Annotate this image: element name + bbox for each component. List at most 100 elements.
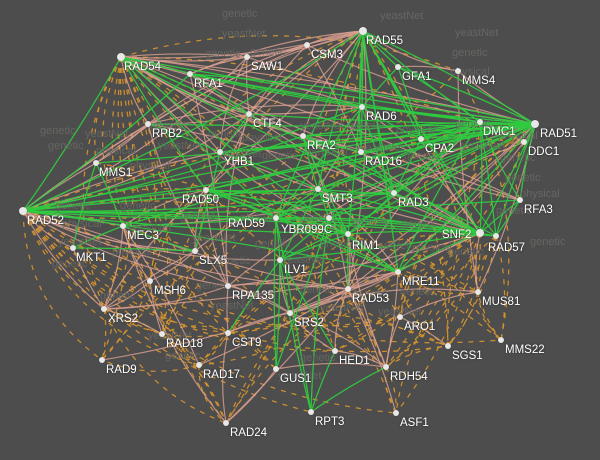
edge-coexpression bbox=[227, 259, 281, 334]
edge-coexpression bbox=[205, 189, 395, 195]
graph-node-csm3[interactable] bbox=[303, 41, 311, 49]
graph-node-xrs2[interactable] bbox=[100, 305, 108, 313]
graph-node-rad3[interactable] bbox=[390, 189, 398, 197]
edge-physical bbox=[103, 225, 124, 310]
edge-coexpression bbox=[310, 350, 336, 413]
graph-node-rad50[interactable] bbox=[202, 186, 210, 194]
graph-node-msh6[interactable] bbox=[146, 277, 154, 285]
edge-genetic bbox=[447, 235, 497, 347]
graph-node-mms22[interactable] bbox=[497, 336, 505, 344]
graph-node-rad51[interactable] bbox=[530, 119, 540, 129]
edge-coexpression bbox=[275, 188, 319, 219]
graph-node-rad55[interactable] bbox=[358, 26, 368, 36]
graph-node-gus1[interactable] bbox=[272, 365, 280, 373]
graph-node-rad52[interactable] bbox=[18, 206, 28, 216]
edge-coexpression bbox=[519, 123, 536, 201]
edge-physical bbox=[347, 288, 397, 414]
edge-physical bbox=[95, 123, 149, 164]
edge-physical bbox=[227, 285, 291, 314]
edge-coexpression bbox=[362, 30, 481, 123]
edge-coexpression bbox=[72, 225, 124, 249]
graph-node-rpa135[interactable] bbox=[224, 282, 232, 290]
graph-node-dmc1[interactable] bbox=[476, 118, 484, 126]
edge-coexpression bbox=[122, 217, 277, 227]
edge-genetic bbox=[399, 232, 481, 318]
graph-node-ybr099c[interactable] bbox=[325, 214, 333, 222]
edge-coexpression bbox=[420, 121, 481, 140]
edge-coexpression bbox=[347, 230, 481, 235]
edge-coexpression bbox=[360, 151, 395, 194]
graph-node-hed1[interactable] bbox=[331, 347, 339, 355]
graph-node-rad54[interactable] bbox=[116, 52, 126, 62]
edge-coexpression bbox=[397, 66, 422, 140]
edge-coexpression bbox=[205, 189, 277, 219]
graph-node-rad9[interactable] bbox=[98, 356, 106, 364]
edge-coexpression bbox=[310, 366, 387, 413]
edge-genetic bbox=[385, 121, 481, 368]
graph-node-yhb1[interactable] bbox=[216, 148, 224, 156]
edge-genetic bbox=[101, 308, 107, 361]
graph-node-snf2[interactable] bbox=[475, 228, 485, 238]
edge-coexpression bbox=[147, 123, 221, 153]
graph-node-rfa1[interactable] bbox=[186, 70, 194, 78]
edge-coexpression bbox=[361, 66, 399, 108]
graph-node-mms1[interactable] bbox=[92, 159, 100, 167]
graph-node-ctf4[interactable] bbox=[245, 110, 253, 118]
edge-physical bbox=[22, 210, 229, 287]
graph-node-mms4[interactable] bbox=[454, 67, 462, 75]
graph-node-rad6[interactable] bbox=[358, 103, 366, 111]
graph-node-ddc1[interactable] bbox=[520, 138, 528, 146]
edge-coexpression bbox=[397, 66, 536, 125]
graph-node-srs2[interactable] bbox=[286, 309, 294, 317]
edge-coexpression bbox=[275, 217, 330, 370]
graph-node-gfa1[interactable] bbox=[394, 63, 402, 71]
graph-node-rad53[interactable] bbox=[344, 285, 352, 293]
edge-physical bbox=[246, 44, 308, 58]
edge-coexpression bbox=[302, 135, 319, 190]
edge-physical bbox=[22, 151, 221, 212]
edge-genetic bbox=[384, 366, 397, 414]
graph-node-rfa2[interactable] bbox=[299, 132, 307, 140]
edge-genetic bbox=[161, 106, 363, 335]
edge-genetic bbox=[22, 210, 401, 327]
graph-node-rpt3[interactable] bbox=[307, 408, 315, 416]
edge-coexpression bbox=[302, 135, 481, 234]
graph-node-sgs1[interactable] bbox=[444, 342, 452, 350]
graph-node-mec3[interactable] bbox=[119, 222, 127, 230]
graph-node-asf1[interactable] bbox=[392, 409, 400, 417]
edge-coexpression bbox=[397, 123, 536, 273]
edge-genetic bbox=[447, 291, 479, 347]
edge-coexpression bbox=[360, 106, 363, 153]
edge-coexpression bbox=[362, 30, 399, 273]
graph-node-slx5[interactable] bbox=[191, 247, 199, 255]
edge-coexpression bbox=[393, 192, 481, 234]
edge-physical bbox=[289, 312, 336, 352]
graph-node-mkt1[interactable] bbox=[69, 244, 77, 252]
graph-node-rad59[interactable] bbox=[272, 214, 280, 222]
graph-node-rdh54[interactable] bbox=[382, 363, 390, 371]
edge-physical bbox=[289, 312, 387, 368]
edge-coexpression bbox=[248, 113, 536, 125]
graph-node-saw1[interactable] bbox=[243, 53, 251, 61]
graph-node-smt3[interactable] bbox=[314, 185, 322, 193]
graph-node-rim1[interactable] bbox=[344, 230, 352, 238]
graph-node-rpb2[interactable] bbox=[144, 120, 152, 128]
graph-node-mus81[interactable] bbox=[474, 288, 482, 296]
edge-coexpression bbox=[219, 151, 319, 190]
graph-node-mre11[interactable] bbox=[394, 268, 402, 276]
graph-node-ilv1[interactable] bbox=[276, 256, 284, 264]
graph-node-aro1[interactable] bbox=[396, 313, 404, 321]
graph-node-rad16[interactable] bbox=[357, 148, 365, 156]
graph-node-cpa2[interactable] bbox=[417, 135, 425, 143]
edge-genetic bbox=[22, 188, 330, 219]
edge-physical bbox=[334, 288, 349, 352]
edge-genetic bbox=[119, 56, 229, 334]
graph-node-rad17[interactable] bbox=[195, 361, 203, 369]
graph-node-rad57[interactable] bbox=[492, 232, 500, 240]
graph-node-rad18[interactable] bbox=[158, 330, 166, 338]
graph-node-rfa3[interactable] bbox=[516, 196, 524, 204]
graph-node-cst9[interactable] bbox=[224, 329, 232, 337]
edge-genetic bbox=[385, 345, 449, 368]
graph-node-rad24[interactable] bbox=[222, 419, 230, 427]
